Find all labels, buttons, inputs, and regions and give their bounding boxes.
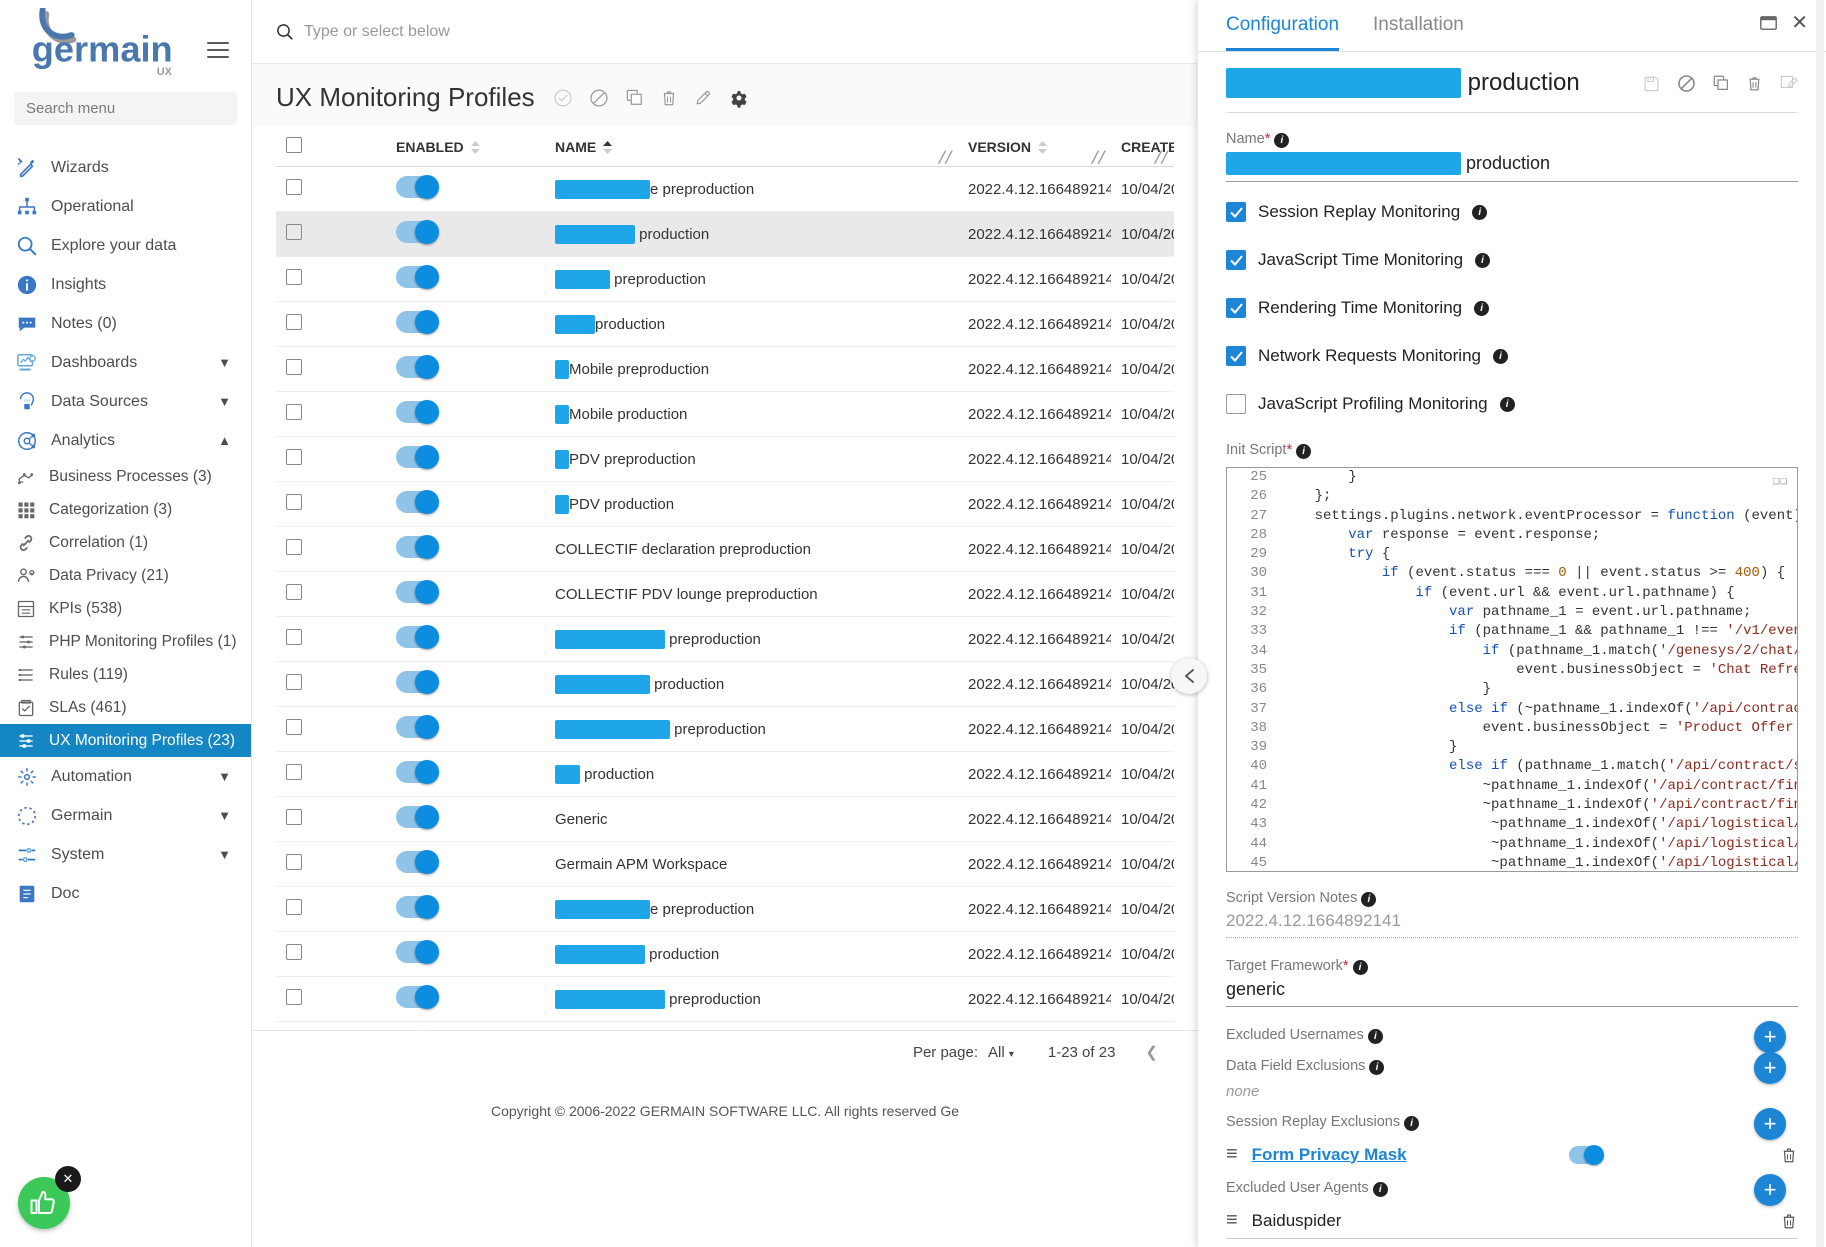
svg-text:UX: UX	[157, 66, 173, 78]
svg-text:germain: germain	[32, 28, 173, 69]
